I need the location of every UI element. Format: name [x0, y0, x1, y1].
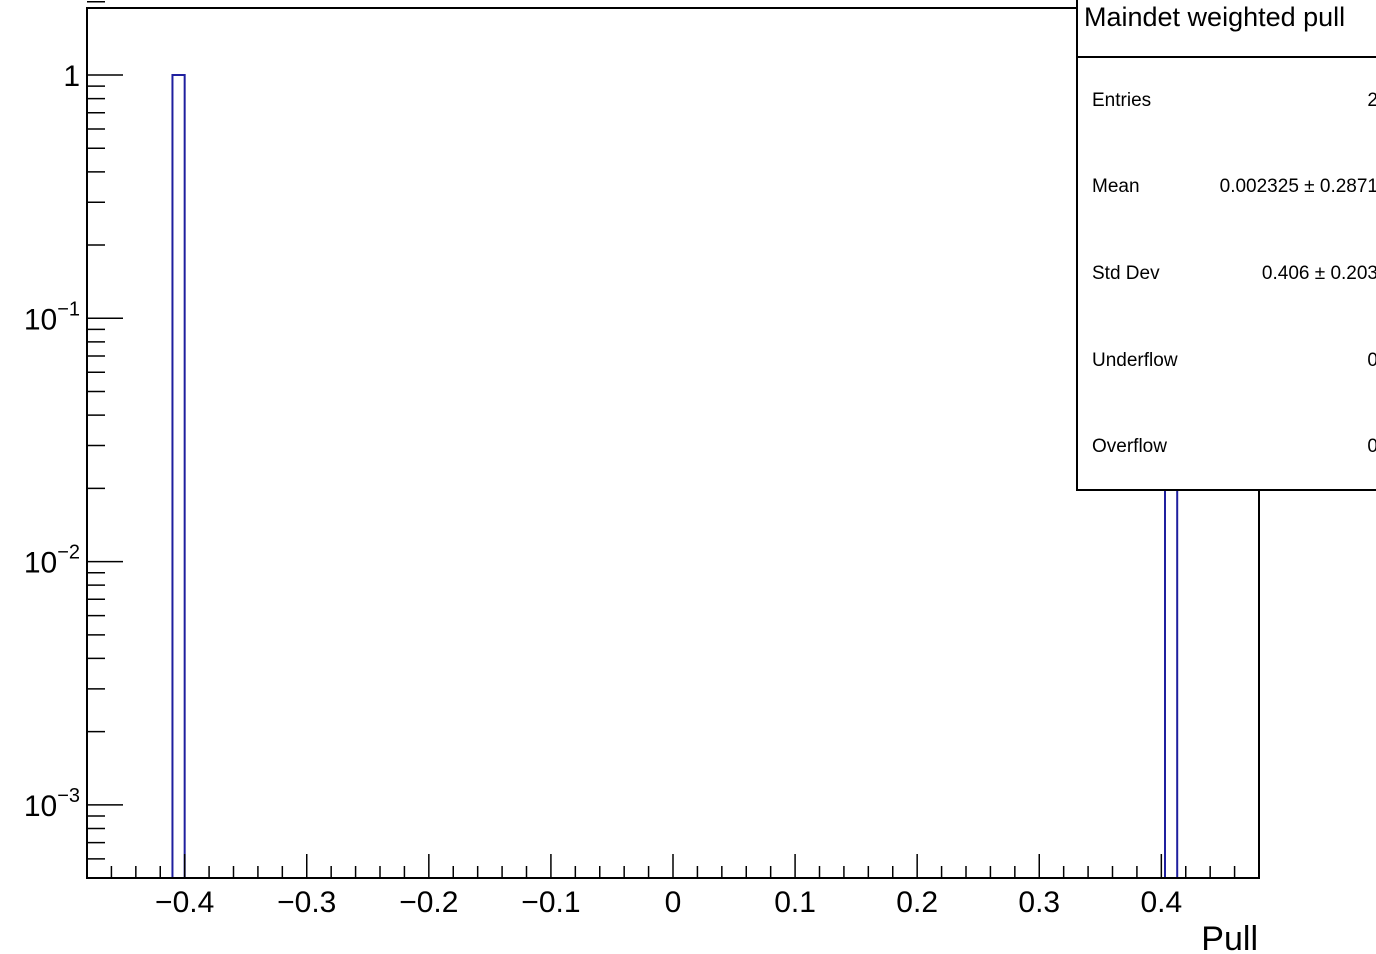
x-tick-label: 0: [665, 886, 682, 919]
y-tick-label: 1: [63, 60, 80, 93]
stats-name: Std Dev: [1092, 263, 1160, 284]
stats-value: 0: [1367, 436, 1376, 457]
y-tick-label: 10−2: [24, 542, 80, 580]
stats-value: 0.002325 ± 0.2871: [1219, 176, 1376, 197]
stats-box: Maindet weighted pull Entries 2 Mean 0.0…: [1076, 0, 1376, 491]
histogram-bar: [171, 74, 186, 879]
y-axis-ticks: 10−3 10−2 10−1 1: [24, 1, 123, 879]
y-tick-label: 10−1: [24, 298, 80, 336]
y-tick-label: 10−3: [24, 785, 80, 823]
x-tick-label: 0.1: [774, 886, 816, 919]
stats-row-std-dev: Std Dev 0.406 ± 0.203: [1078, 263, 1376, 293]
x-tick-label: 0.4: [1140, 886, 1182, 919]
x-tick-label: −0.3: [277, 886, 336, 919]
stats-name: Underflow: [1092, 350, 1178, 371]
stats-value: 0.406 ± 0.203: [1261, 263, 1376, 284]
stats-row-underflow: Underflow 0: [1078, 350, 1376, 380]
stats-value: 0: [1367, 350, 1376, 371]
histogram-bars: [171, 74, 1179, 879]
stats-title: Maindet weighted pull: [1078, 0, 1376, 58]
x-tick-label: 0.2: [896, 886, 938, 919]
stats-row-overflow: Overflow 0: [1078, 436, 1376, 466]
x-tick-label: −0.1: [521, 886, 580, 919]
x-axis-ticks: −0.4 −0.3 −0.2 −0.1 0 0.1 0.2 0.3 0.4: [86, 854, 1260, 919]
stats-name: Mean: [1092, 176, 1140, 197]
x-tick-label: −0.4: [155, 886, 214, 919]
stats-name: Overflow: [1092, 436, 1167, 457]
stats-value: 2: [1367, 90, 1376, 111]
x-tick-label: 0.3: [1018, 886, 1060, 919]
x-tick-label: −0.2: [399, 886, 458, 919]
x-axis-title: Pull: [1201, 920, 1258, 954]
stats-row-entries: Entries 2: [1078, 90, 1376, 120]
stats-row-mean: Mean 0.002325 ± 0.2871: [1078, 176, 1376, 206]
stats-name: Entries: [1092, 90, 1152, 111]
